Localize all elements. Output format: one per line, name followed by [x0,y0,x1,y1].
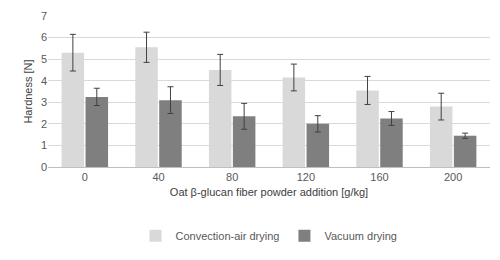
svg-text:200: 200 [444,171,462,183]
svg-text:160: 160 [370,171,388,183]
svg-text:Convection-air drying: Convection-air drying [176,230,280,242]
svg-text:Vacuum drying: Vacuum drying [324,230,397,242]
svg-text:0: 0 [41,161,47,173]
svg-text:1: 1 [41,139,47,151]
svg-text:0: 0 [82,171,88,183]
svg-text:Oat β-glucan fiber powder addi: Oat β-glucan fiber powder addition [g/kg… [170,186,368,198]
svg-text:Hardness [N]: Hardness [N] [22,59,34,123]
svg-text:3: 3 [41,96,47,108]
svg-text:40: 40 [152,171,164,183]
svg-text:6: 6 [41,31,47,43]
svg-text:80: 80 [226,171,238,183]
svg-text:2: 2 [41,118,47,130]
svg-text:4: 4 [41,75,47,87]
svg-text:120: 120 [297,171,315,183]
svg-text:7: 7 [41,10,47,22]
svg-text:5: 5 [41,53,47,65]
